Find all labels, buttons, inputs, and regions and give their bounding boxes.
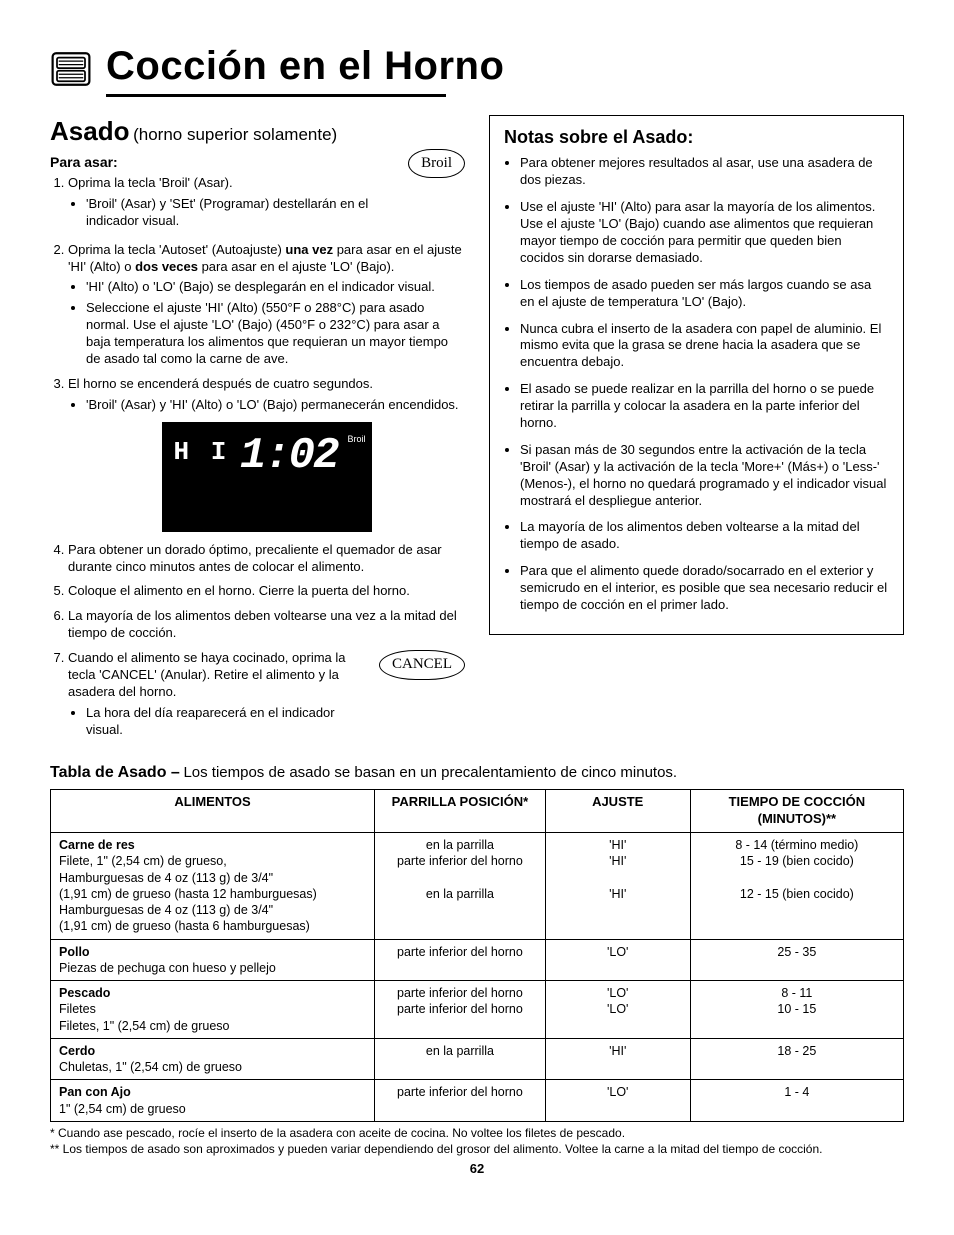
notes-item: La mayoría de los alimentos deben voltea… [520, 519, 889, 553]
footnote-1: * Cuando ase pescado, rocíe el inserto d… [50, 1126, 904, 1142]
th-set: AJUSTE [545, 790, 690, 833]
notes-item: Para obtener mejores resultados al asar,… [520, 155, 889, 189]
cell-set: 'LO' [545, 1080, 690, 1122]
notes-title: Notas sobre el Asado: [504, 126, 889, 149]
table-row: Carne de resFilete, 1" (2,54 cm) de grue… [51, 833, 904, 940]
left-column: Asado (horno superior solamente) Para as… [50, 115, 465, 755]
cell-pos: parte inferior del horno [375, 939, 546, 981]
broil-table: ALIMENTOS PARRILLA POSICIÓN* AJUSTE TIEM… [50, 789, 904, 1122]
step-7-bullet: La hora del día reaparecerá en el indica… [86, 705, 371, 739]
table-section: Tabla de Asado – Los tiempos de asado se… [50, 763, 904, 1178]
step-2-bullet-2: Seleccione el ajuste 'HI' (Alto) (550°F … [86, 300, 465, 368]
display-hi: H I [174, 436, 230, 470]
page-number: 62 [50, 1161, 904, 1178]
page-header: Cocción en el Horno [50, 40, 904, 97]
section-title: Asado [50, 116, 129, 146]
step-7: Cuando el alimento se haya cocinado, opr… [68, 650, 465, 746]
notes-item: Para que el alimento quede dorado/socarr… [520, 563, 889, 614]
footnote-2: ** Los tiempos de asado son aproximados … [50, 1142, 904, 1158]
cancel-button-icon: CANCEL [379, 650, 465, 680]
broil-button-icon: Broil [408, 149, 465, 179]
header-rule [106, 94, 446, 97]
right-column: Notas sobre el Asado: Para obtener mejor… [489, 115, 904, 755]
page-title: Cocción en el Horno [106, 40, 504, 92]
cell-time: 8 - 14 (término medio)15 - 19 (bien coci… [690, 833, 903, 940]
notes-item: El asado se puede realizar en la parrill… [520, 381, 889, 432]
th-pos: PARRILLA POSICIÓN* [375, 790, 546, 833]
cell-food: PescadoFiletesFiletes, 1" (2,54 cm) de g… [51, 981, 375, 1039]
step-4: Para obtener un dorado óptimo, precalien… [68, 542, 465, 576]
notes-list: Para obtener mejores resultados al asar,… [504, 155, 889, 613]
step-2-text: Oprima la tecla 'Autoset' (Autoajuste) u… [68, 242, 462, 274]
table-row: CerdoChuletas, 1" (2,54 cm) de gruesoen … [51, 1038, 904, 1080]
step-2-bullet-1: 'HI' (Alto) o 'LO' (Bajo) se desplegarán… [86, 279, 465, 296]
cell-time: 18 - 25 [690, 1038, 903, 1080]
cell-food: Pan con Ajo1" (2,54 cm) de grueso [51, 1080, 375, 1122]
table-row: Pan con Ajo1" (2,54 cm) de gruesoparte i… [51, 1080, 904, 1122]
notes-item: Nunca cubra el inserto de la asadera con… [520, 321, 889, 372]
notes-box: Notas sobre el Asado: Para obtener mejor… [489, 115, 904, 635]
th-food: ALIMENTOS [51, 790, 375, 833]
notes-item: Use el ajuste 'HI' (Alto) para asar la m… [520, 199, 889, 267]
step-1-bullet: 'Broil' (Asar) y 'SEt' (Programar) deste… [86, 196, 400, 230]
step-3: El horno se encenderá después de cuatro … [68, 376, 465, 532]
cell-pos: en la parrillaparte inferior del horno e… [375, 833, 546, 940]
cell-set: 'HI''HI' 'HI' [545, 833, 690, 940]
display-broil-label: Broil [347, 434, 365, 446]
step-6: La mayoría de los alimentos deben voltea… [68, 608, 465, 642]
cell-food: Carne de resFilete, 1" (2,54 cm) de grue… [51, 833, 375, 940]
table-row: PescadoFiletesFiletes, 1" (2,54 cm) de g… [51, 981, 904, 1039]
cell-time: 8 - 1110 - 15 [690, 981, 903, 1039]
cell-pos: parte inferior del horno [375, 1080, 546, 1122]
table-row: PolloPiezas de pechuga con hueso y pelle… [51, 939, 904, 981]
cell-time: 1 - 4 [690, 1080, 903, 1122]
cell-set: 'LO''LO' [545, 981, 690, 1039]
step-3-bullet: 'Broil' (Asar) y 'HI' (Alto) o 'LO' (Baj… [86, 397, 465, 414]
cell-food: CerdoChuletas, 1" (2,54 cm) de grueso [51, 1038, 375, 1080]
th-time: TIEMPO DE COCCIÓN (MINUTOS)** [690, 790, 903, 833]
cell-set: 'HI' [545, 1038, 690, 1080]
cell-pos: parte inferior del hornoparte inferior d… [375, 981, 546, 1039]
display-time: 1:02 [240, 428, 338, 485]
section-subtitle: (horno superior solamente) [133, 125, 337, 144]
notes-item: Los tiempos de asado pueden ser más larg… [520, 277, 889, 311]
notes-item: Si pasan más de 30 segundos entre la act… [520, 442, 889, 510]
table-title: Tabla de Asado – [50, 764, 180, 781]
step-2: Oprima la tecla 'Autoset' (Autoajuste) u… [68, 242, 465, 368]
cell-pos: en la parrilla [375, 1038, 546, 1080]
cell-set: 'LO' [545, 939, 690, 981]
para-asar-heading: Para asar: [50, 153, 400, 171]
oven-icon [50, 48, 92, 90]
footnotes: * Cuando ase pescado, rocíe el inserto d… [50, 1126, 904, 1157]
cell-food: PolloPiezas de pechuga con hueso y pelle… [51, 939, 375, 981]
step-1: Oprima la tecla 'Broil' (Asar). 'Broil' … [68, 175, 400, 230]
oven-display-graphic: H I 1:02 Broil [162, 422, 372, 532]
step-5: Coloque el alimento en el horno. Cierre … [68, 583, 465, 600]
cell-time: 25 - 35 [690, 939, 903, 981]
table-subtitle: Los tiempos de asado se basan en un prec… [183, 764, 677, 781]
